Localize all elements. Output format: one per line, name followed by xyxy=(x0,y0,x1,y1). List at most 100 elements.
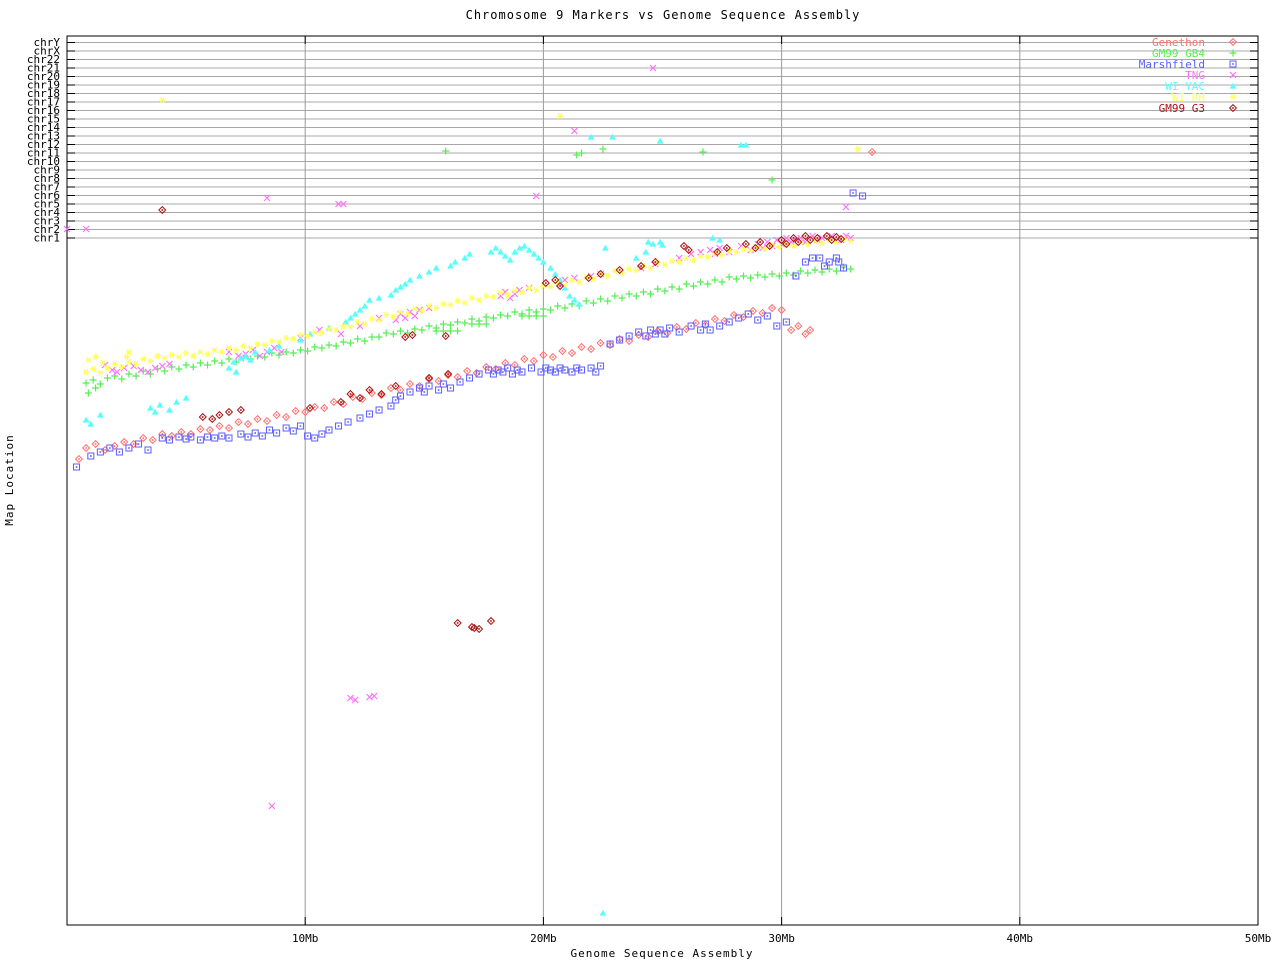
data-point xyxy=(196,359,204,367)
data-point xyxy=(720,316,729,326)
y-tick-label-chr22: chr22 xyxy=(27,53,60,66)
data-point xyxy=(754,271,762,279)
data-point xyxy=(125,444,133,452)
data-point xyxy=(737,141,745,148)
data-point xyxy=(661,287,669,295)
data-point xyxy=(547,306,555,314)
data-point xyxy=(489,370,497,378)
data-point xyxy=(497,289,504,297)
data-point xyxy=(735,314,743,322)
data-point xyxy=(290,335,297,343)
data-point xyxy=(329,397,338,407)
data-point xyxy=(454,318,462,326)
data-point xyxy=(73,463,81,471)
data-point xyxy=(691,318,700,328)
data-point xyxy=(304,432,312,440)
data-point xyxy=(761,273,769,281)
data-point xyxy=(782,269,790,277)
data-point xyxy=(539,305,547,313)
data-point xyxy=(461,319,469,327)
data-point xyxy=(439,320,447,328)
data-point xyxy=(218,348,226,356)
data-point xyxy=(125,370,133,378)
data-point xyxy=(818,268,826,276)
data-point xyxy=(91,439,100,449)
data-point xyxy=(211,434,219,442)
data-point xyxy=(497,311,505,319)
data-point xyxy=(441,331,450,341)
data-point xyxy=(811,266,819,274)
data-point xyxy=(397,283,404,290)
data-point xyxy=(684,245,693,255)
data-point xyxy=(701,320,709,328)
data-point xyxy=(794,237,803,247)
data-point xyxy=(232,368,240,375)
data-point xyxy=(690,256,697,264)
data-point xyxy=(555,281,565,291)
data-point xyxy=(340,322,347,330)
data-point xyxy=(659,241,666,248)
data-point xyxy=(132,372,140,380)
data-point xyxy=(85,356,92,364)
data-point xyxy=(173,398,180,405)
data-point xyxy=(535,254,543,261)
data-point xyxy=(84,389,92,397)
data-point xyxy=(625,290,633,298)
y-tick-label-chr4: chr4 xyxy=(34,206,61,219)
data-point xyxy=(110,441,119,451)
data-point xyxy=(675,328,683,336)
data-point xyxy=(318,430,326,438)
data-point xyxy=(282,424,290,432)
legend-entry-wi-yac: WI YAC xyxy=(1165,80,1237,93)
data-point xyxy=(547,283,554,291)
data-point xyxy=(218,359,226,367)
data-point xyxy=(375,406,383,414)
y-tick-label-chr13: chr13 xyxy=(27,130,60,143)
data-point xyxy=(418,326,426,334)
data-point xyxy=(577,342,586,352)
data-point xyxy=(115,448,123,456)
data-point xyxy=(301,407,310,417)
y-tick-label-chr2: chr2 xyxy=(34,223,61,236)
data-point xyxy=(868,147,877,157)
data-point xyxy=(492,244,500,251)
data-point xyxy=(586,344,596,354)
y-tick-label-chr3: chr3 xyxy=(34,215,61,228)
data-point xyxy=(189,363,197,371)
data-point xyxy=(225,434,233,442)
data-point xyxy=(225,364,233,371)
data-point xyxy=(525,284,533,292)
legend-entry-wi-rh: WI RH xyxy=(1172,91,1237,104)
data-point xyxy=(537,368,545,376)
y-tick-label-chr19: chr19 xyxy=(27,79,60,92)
data-point xyxy=(424,373,434,383)
data-point xyxy=(377,389,386,399)
data-point xyxy=(111,360,118,368)
data-point xyxy=(604,297,612,305)
data-point xyxy=(236,405,245,415)
data-point xyxy=(504,291,511,299)
data-point xyxy=(159,96,166,104)
data-point xyxy=(604,272,611,280)
data-point xyxy=(482,320,490,328)
data-point xyxy=(344,418,352,426)
data-point xyxy=(96,380,104,388)
data-point xyxy=(518,288,526,296)
data-point xyxy=(506,256,514,263)
data-point xyxy=(387,291,395,298)
data-point xyxy=(701,320,710,330)
data-point xyxy=(497,248,504,255)
data-point xyxy=(204,350,211,358)
data-point xyxy=(561,366,569,374)
data-point xyxy=(718,278,726,286)
data-point xyxy=(125,348,133,356)
legend-marker-x-icon xyxy=(1229,71,1237,79)
series-gm99-gb4 xyxy=(82,145,855,397)
legend-marker-plus-icon xyxy=(1229,49,1237,57)
data-point xyxy=(725,318,733,326)
data-point xyxy=(625,332,633,340)
data-point xyxy=(325,426,333,434)
data-point xyxy=(262,416,272,426)
data-point xyxy=(510,360,519,370)
